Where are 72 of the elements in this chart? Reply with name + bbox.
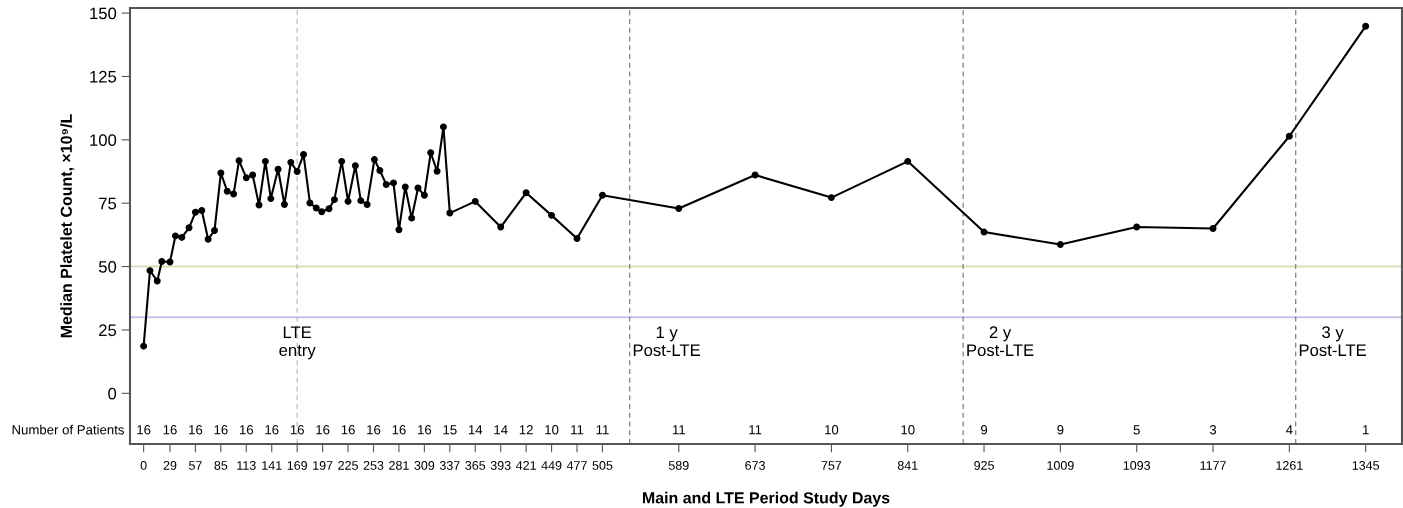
y-tick-label: 50	[98, 260, 117, 273]
x-tick-label: 29	[163, 461, 177, 470]
annotation: 4	[1285, 425, 1293, 435]
annotation: 14	[468, 425, 483, 435]
y-tick-label: 75	[99, 197, 117, 210]
annotation: 16	[290, 425, 304, 435]
x-tick-label: 57	[188, 461, 202, 470]
x-tick-label: 1345	[1352, 461, 1380, 470]
annotation: 16	[418, 425, 432, 435]
x-tick-label: 0	[140, 461, 147, 470]
annotation: 9	[981, 425, 988, 435]
x-tick-label: 365	[465, 461, 486, 470]
x-tick-label: 1177	[1200, 461, 1226, 470]
annotation: 16	[367, 425, 381, 435]
annotation: 11	[571, 425, 584, 435]
x-tick-label: 757	[821, 461, 842, 470]
x-tick-label: 1093	[1123, 461, 1151, 470]
x-tick-label: 673	[745, 461, 765, 470]
annotation: 11	[672, 425, 685, 435]
x-tick-label: 477	[566, 461, 587, 470]
annotation: 12	[519, 425, 533, 435]
y-tick-label: 125	[90, 70, 117, 83]
annotation: 16	[189, 425, 203, 435]
x-tick-label: 337	[439, 461, 460, 470]
annotation: 10	[545, 425, 559, 435]
x-tick-label: 169	[287, 461, 308, 470]
annotation: 16	[341, 425, 355, 435]
annotation: 16	[214, 425, 228, 435]
x-tick-label: 197	[313, 461, 333, 470]
x-tick-label: 393	[490, 461, 511, 470]
x-tick-label: 309	[414, 461, 435, 470]
x-tick-label: 505	[592, 461, 613, 470]
text: Number of Patients	[12, 424, 124, 435]
x-tick-label: 421	[516, 461, 536, 470]
x-tick-label: 1009	[1047, 461, 1074, 470]
annotation: 16	[316, 425, 330, 435]
y-tick-label: 150	[90, 7, 117, 20]
annotation: 16	[163, 425, 177, 435]
y-tick-label: 100	[90, 134, 117, 147]
x-axis-title: Main and LTE Period Study Days	[642, 491, 890, 507]
x-tick-label: 253	[363, 461, 384, 470]
annotation: 11	[749, 425, 762, 435]
x-tick-label: 281	[389, 461, 409, 470]
ref-line-label: 1 y Post-LTE	[633, 326, 701, 357]
annotation: 16	[392, 425, 406, 435]
annotation: 10	[825, 425, 839, 435]
annotation: 10	[901, 425, 915, 435]
ref-line-label: 3 y Post-LTE	[1299, 326, 1366, 357]
annotation: 16	[137, 425, 151, 435]
x-tick-label: 841	[897, 461, 918, 470]
y-tick-label: 0	[108, 387, 117, 400]
annotation: 5	[1133, 425, 1140, 435]
x-tick-label: 85	[214, 461, 228, 470]
x-tick-label: 141	[262, 461, 282, 470]
annotation: 9	[1057, 425, 1064, 435]
annotation: 3	[1209, 425, 1217, 435]
x-tick-label: 1261	[1276, 461, 1303, 470]
y-tick-label: 25	[99, 324, 117, 337]
x-tick-label: 449	[541, 461, 562, 470]
annotation: 15	[443, 425, 457, 435]
ref-line-label: LTE entry	[279, 326, 316, 360]
annotation: 16	[265, 425, 279, 435]
x-tick-label: 925	[974, 461, 994, 470]
annotation: 11	[596, 425, 609, 435]
x-tick-label: 225	[338, 461, 358, 470]
x-tick-label: 589	[668, 461, 689, 470]
annotation: 1	[1362, 425, 1369, 435]
ref-line-label: 2 y Post-LTE	[967, 326, 1034, 357]
x-tick-label: 113	[237, 461, 256, 470]
annotation: 14	[494, 425, 508, 435]
annotation: 16	[239, 425, 254, 435]
y-axis-title: Median Platelet Count, ×10⁹/L	[60, 114, 75, 338]
